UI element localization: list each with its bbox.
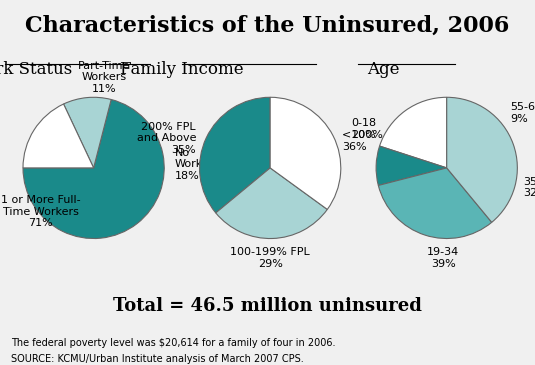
Wedge shape	[270, 97, 341, 210]
Text: No
Workers
18%: No Workers 18%	[175, 148, 220, 181]
Wedge shape	[200, 97, 270, 213]
Text: 200% FPL
and Above
35%: 200% FPL and Above 35%	[136, 122, 196, 155]
Text: SOURCE: KCMU/Urban Institute analysis of March 2007 CPS.: SOURCE: KCMU/Urban Institute analysis of…	[11, 354, 303, 364]
Text: 35-54
32%: 35-54 32%	[523, 177, 535, 199]
Wedge shape	[216, 168, 327, 238]
Text: 1 or More Full-
Time Workers
71%: 1 or More Full- Time Workers 71%	[1, 195, 80, 228]
Text: Age: Age	[368, 61, 400, 78]
Wedge shape	[376, 146, 447, 185]
Wedge shape	[447, 97, 517, 222]
Text: Family Income: Family Income	[120, 61, 244, 78]
Text: 0-18
20%: 0-18 20%	[351, 118, 376, 140]
Text: Characteristics of the Uninsured, 2006: Characteristics of the Uninsured, 2006	[25, 15, 510, 36]
Text: 19-34
39%: 19-34 39%	[427, 247, 460, 269]
Text: 55-64
9%: 55-64 9%	[510, 102, 535, 124]
Text: <100% FPL
36%: <100% FPL 36%	[342, 130, 406, 152]
Text: The federal poverty level was $20,614 for a family of four in 2006.: The federal poverty level was $20,614 fo…	[11, 338, 335, 347]
Text: Part-Time
Workers
11%: Part-Time Workers 11%	[78, 61, 131, 94]
Wedge shape	[23, 104, 94, 168]
Wedge shape	[23, 100, 164, 238]
Text: Total = 46.5 million uninsured: Total = 46.5 million uninsured	[113, 297, 422, 315]
Text: Family Work Status: Family Work Status	[0, 61, 73, 78]
Wedge shape	[64, 97, 111, 168]
Text: 100-199% FPL
29%: 100-199% FPL 29%	[230, 247, 310, 269]
Wedge shape	[378, 168, 492, 238]
Wedge shape	[379, 97, 447, 168]
